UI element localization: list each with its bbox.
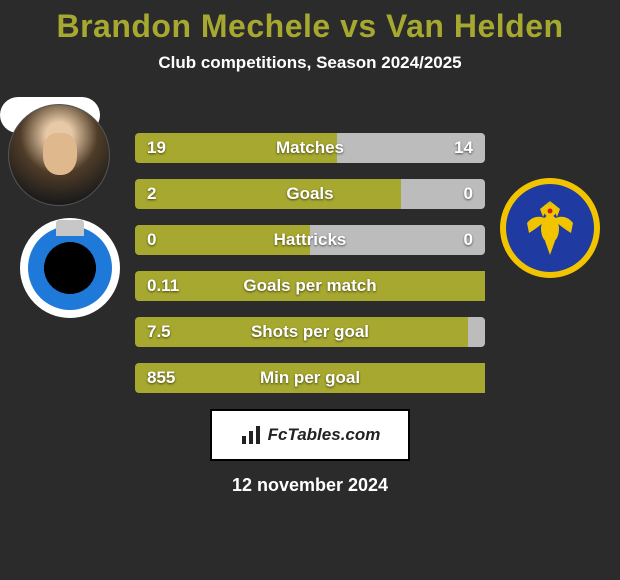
stat-row: Matches 19 14 [135,133,485,163]
stat-row: Min per goal 855 [135,363,485,393]
page-title: Brandon Mechele vs Van Helden [0,8,620,45]
stat-right-value: 0 [464,230,473,250]
stat-row: Goals 2 0 [135,179,485,209]
eagle-icon [515,193,585,263]
player-left-avatar [8,104,110,206]
stat-left-value: 0.11 [147,276,179,296]
stat-label: Hattricks [274,230,347,250]
source-badge: FcTables.com [210,409,410,461]
stat-label: Shots per goal [251,322,369,342]
stat-label: Min per goal [260,368,360,388]
club-right-badge [500,178,600,278]
date: 12 november 2024 [0,475,620,496]
stat-left-value: 2 [147,184,156,204]
stat-bar-right [468,317,486,347]
subtitle: Club competitions, Season 2024/2025 [0,53,620,73]
stat-right-value: 14 [454,138,473,158]
stat-bar-left [135,179,401,209]
stat-left-value: 7.5 [147,322,171,342]
stat-row: Hattricks 0 0 [135,225,485,255]
club-left-badge [20,218,120,318]
club-left-badge-inner [28,226,112,310]
stat-left-value: 19 [147,138,166,158]
stat-right-value: 0 [464,184,473,204]
stats-panel: Matches 19 14 Goals 2 0 Hattricks 0 0 Goals per m… [135,133,485,393]
stat-row: Goals per match 0.11 [135,271,485,301]
stat-left-value: 0 [147,230,156,250]
stat-label: Matches [276,138,344,158]
stat-row: Shots per goal 7.5 [135,317,485,347]
stat-label: Goals per match [243,276,376,296]
stat-label: Goals [286,184,333,204]
chart-icon [240,424,262,446]
stat-left-value: 855 [147,368,175,388]
source-label: FcTables.com [268,425,381,445]
comparison-infographic: Brandon Mechele vs Van Helden Club compe… [0,0,620,496]
